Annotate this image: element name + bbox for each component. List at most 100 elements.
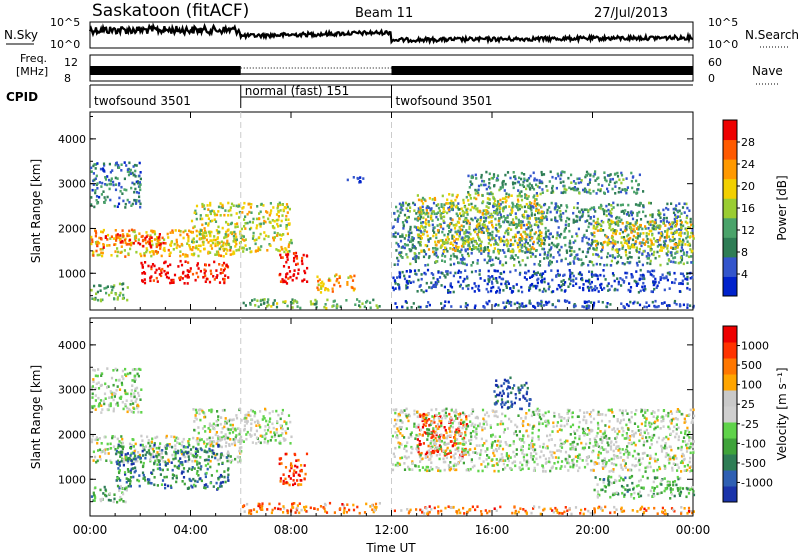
power-cell xyxy=(92,183,95,186)
power-cell xyxy=(461,228,464,232)
velocity-cell xyxy=(258,424,261,427)
power-cell xyxy=(272,236,275,240)
power-cell xyxy=(259,232,262,236)
power-cell xyxy=(407,238,410,242)
velocity-cell xyxy=(93,499,96,502)
power-cell xyxy=(672,260,675,264)
velocity-cell xyxy=(199,447,202,450)
velocity-cell xyxy=(300,464,303,467)
power-cell xyxy=(215,229,218,232)
velocity-cell xyxy=(215,419,218,423)
power-cell xyxy=(662,243,666,247)
power-cell xyxy=(566,299,569,303)
power-cell xyxy=(525,278,528,281)
velocity-cell xyxy=(100,442,103,445)
power-cell xyxy=(537,217,540,220)
power-cell xyxy=(286,258,289,261)
power-cell xyxy=(506,244,509,248)
power-cell xyxy=(488,178,491,181)
power-cell xyxy=(564,223,567,227)
power-cell xyxy=(527,195,530,198)
power-cell xyxy=(146,240,150,244)
power-cell xyxy=(218,254,221,257)
power-cell xyxy=(484,219,487,222)
power-cell xyxy=(550,218,553,222)
power-cell xyxy=(593,239,596,243)
power-cell xyxy=(439,223,442,227)
power-cell xyxy=(642,238,645,241)
power-cell xyxy=(618,178,621,182)
velocity-cell xyxy=(295,471,298,474)
power-cell xyxy=(96,162,99,165)
power-cell xyxy=(270,305,273,308)
power-cell xyxy=(398,253,402,256)
power-cell xyxy=(222,241,225,245)
power-cell xyxy=(612,201,615,205)
velocity-cell xyxy=(99,498,102,501)
velocity-cell xyxy=(262,415,265,418)
velocity-cell xyxy=(132,475,135,479)
power-cell xyxy=(214,244,217,248)
power-cell xyxy=(443,285,446,289)
power-cell xyxy=(469,197,472,200)
velocity-cell xyxy=(259,434,262,438)
power-cell xyxy=(283,206,286,209)
power-cell xyxy=(418,217,422,221)
freq-left-tick-top: 12 xyxy=(64,56,78,69)
velocity-cell xyxy=(152,455,155,459)
velocity-cell xyxy=(204,475,207,479)
velocity-cell xyxy=(188,444,191,447)
power-cell xyxy=(520,171,523,175)
power-cell xyxy=(636,282,639,286)
power-cell xyxy=(239,245,242,249)
power-cell xyxy=(273,219,276,223)
power-cell xyxy=(635,249,638,252)
power-cell xyxy=(518,306,521,309)
power-cell xyxy=(139,171,142,174)
power-cell xyxy=(461,261,464,264)
power-cell xyxy=(406,216,409,220)
power-cell xyxy=(611,246,614,249)
power-cell xyxy=(221,271,224,274)
power-cell xyxy=(259,299,262,303)
velocity-cell xyxy=(141,449,144,453)
power-cell xyxy=(133,230,136,234)
power-cell xyxy=(555,186,558,190)
power-cell xyxy=(691,224,695,228)
velocity-cell xyxy=(165,462,168,465)
power-cell xyxy=(276,206,279,210)
power-cell xyxy=(133,182,136,186)
velocity-cell xyxy=(192,436,195,440)
power-cell xyxy=(462,241,465,244)
power-cell xyxy=(514,233,517,237)
velocity-cell xyxy=(112,398,115,402)
power-cell xyxy=(172,281,175,284)
power-cell xyxy=(295,255,298,258)
power-cell xyxy=(141,272,144,275)
velocity-cell xyxy=(140,411,143,414)
power-cell xyxy=(422,211,425,215)
power-cell xyxy=(138,161,141,165)
power-cell xyxy=(286,205,289,209)
velocity-cell xyxy=(158,463,161,466)
velocity-cell xyxy=(181,470,184,474)
power-cell xyxy=(226,239,229,243)
power-cell xyxy=(568,229,571,233)
power-cell xyxy=(284,300,287,303)
power-cell xyxy=(565,251,569,254)
power-cell xyxy=(229,231,232,234)
power-cell xyxy=(134,239,137,243)
power-cell xyxy=(618,254,621,257)
power-cell xyxy=(595,262,598,266)
power-cell xyxy=(266,211,269,214)
velocity-cell xyxy=(157,459,160,462)
velocity-cells xyxy=(90,367,696,516)
power-cell xyxy=(116,250,120,254)
power-cell xyxy=(324,287,327,290)
power-cell xyxy=(536,271,539,274)
power-cell xyxy=(635,236,638,239)
velocity-cell xyxy=(352,503,355,507)
power-cell xyxy=(631,211,634,215)
power-cell xyxy=(460,248,463,252)
power-cell xyxy=(472,237,475,240)
